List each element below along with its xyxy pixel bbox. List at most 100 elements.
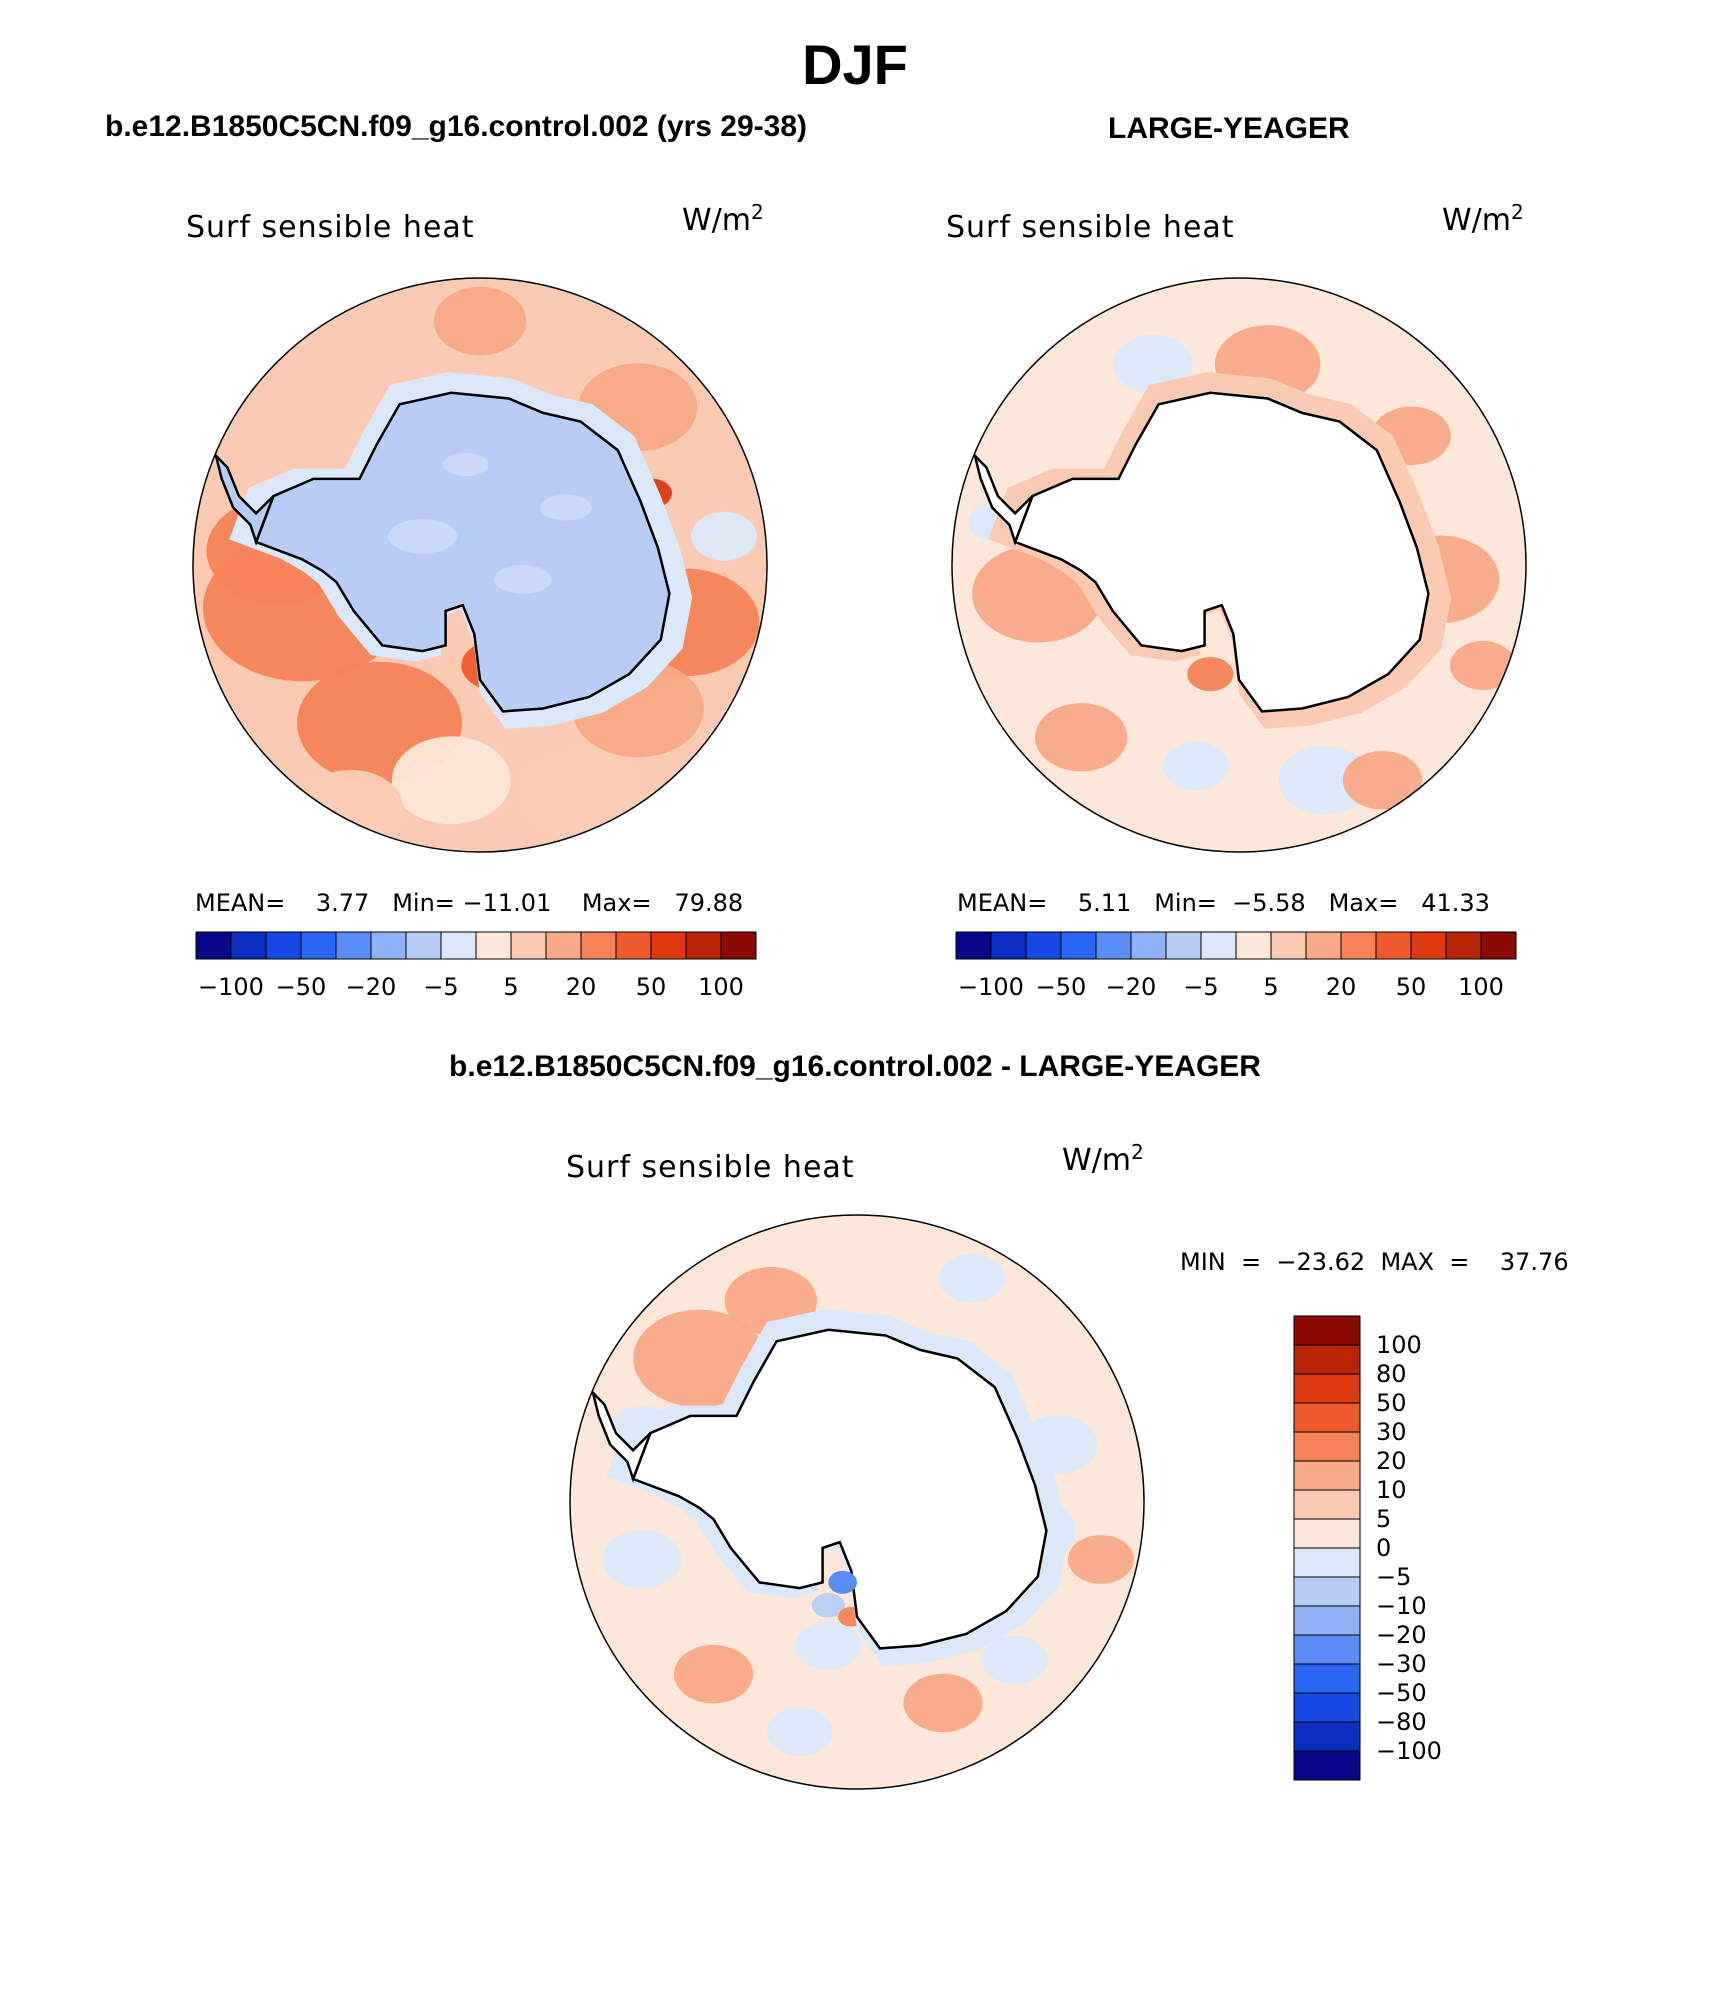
colorbar-tick-label: −30 bbox=[1376, 1650, 1427, 1678]
colorbar-box bbox=[1293, 1750, 1361, 1781]
colorbar-box bbox=[545, 931, 582, 960]
colorbar-box bbox=[1293, 1431, 1361, 1462]
colorbar-box bbox=[615, 931, 652, 960]
panel-1-stats: MEAN= 3.77 Min= −11.01 Max= 79.88 bbox=[195, 889, 744, 917]
field-patch bbox=[1113, 334, 1193, 394]
colorbar-tick-label: −100 bbox=[958, 973, 1024, 1001]
colorbar-tick-label: 80 bbox=[1376, 1360, 1407, 1388]
colorbar-tick-label: −5 bbox=[423, 973, 458, 1001]
map-border bbox=[951, 277, 1527, 853]
colorbar-box bbox=[1270, 931, 1307, 960]
colorbar-box bbox=[1293, 1634, 1361, 1665]
colorbar-box bbox=[230, 931, 267, 960]
panel-1-variable-label: Surf sensible heat bbox=[186, 210, 475, 245]
colorbar-tick-label: −20 bbox=[346, 973, 397, 1001]
continent-patch bbox=[494, 565, 552, 594]
colorbar-tick-label: 50 bbox=[1396, 973, 1427, 1001]
field-patch bbox=[1162, 741, 1229, 791]
panel-2-variable-label: Surf sensible heat bbox=[946, 210, 1235, 245]
colorbar-box bbox=[1235, 931, 1272, 960]
colorbar-tick-label: −20 bbox=[1106, 973, 1157, 1001]
colorbar-tick-label: −50 bbox=[276, 973, 327, 1001]
colorbar-box bbox=[475, 931, 512, 960]
cold-anomaly bbox=[828, 1570, 858, 1594]
field-patch bbox=[766, 1707, 833, 1756]
colorbar-box bbox=[1480, 931, 1517, 960]
colorbar-box bbox=[955, 931, 992, 960]
colorbar-box bbox=[650, 931, 687, 960]
field-patch bbox=[391, 736, 511, 825]
colorbar-tick-label: 5 bbox=[1376, 1505, 1391, 1533]
field-patch bbox=[903, 1673, 983, 1733]
panel-3-variable-label: Surf sensible heat bbox=[566, 1150, 855, 1185]
field-patch bbox=[1278, 746, 1372, 815]
colorbar-tick-label: −100 bbox=[1376, 1737, 1442, 1765]
colorbar-box bbox=[300, 931, 337, 960]
colorbar-tick-label: 20 bbox=[1326, 973, 1357, 1001]
colorbar-tick-label: −50 bbox=[1376, 1679, 1427, 1707]
colorbar-box bbox=[720, 931, 757, 960]
colorbar-box bbox=[1130, 931, 1167, 960]
colorbar-tick-label: 100 bbox=[1458, 973, 1504, 1001]
map-field-1 bbox=[193, 278, 767, 852]
colorbar-box bbox=[1375, 931, 1412, 960]
field-patch bbox=[633, 1309, 766, 1408]
colorbar-box bbox=[1293, 1605, 1361, 1636]
field-patch bbox=[1449, 641, 1516, 690]
colorbar-box bbox=[1293, 1489, 1361, 1520]
colorbar-tick-label: −80 bbox=[1376, 1708, 1427, 1736]
colorbar-tick-label: −50 bbox=[1036, 973, 1087, 1001]
colorbar-box bbox=[1293, 1547, 1361, 1578]
map-border bbox=[192, 277, 768, 853]
colorbar-box bbox=[1340, 931, 1377, 960]
figure-title: DJF bbox=[802, 33, 908, 96]
antarctica-outline bbox=[1013, 391, 1430, 713]
field-patch bbox=[1342, 750, 1423, 810]
colorbar-box bbox=[370, 931, 407, 960]
field-patch bbox=[811, 1593, 845, 1618]
colorbar-box bbox=[1293, 1402, 1361, 1433]
colorbar-box bbox=[1293, 1721, 1361, 1752]
polar-map-3 bbox=[569, 1214, 1145, 1790]
panel-1-units: W/m2 bbox=[682, 200, 764, 238]
colorbar-tick-label: 0 bbox=[1376, 1534, 1391, 1562]
field-patch bbox=[602, 1530, 682, 1589]
panel-2-units: W/m2 bbox=[1442, 200, 1524, 238]
colorbar-1: −100 −50 −20 −5 5 20 50 100 bbox=[195, 931, 757, 1001]
field-patch bbox=[795, 1621, 862, 1670]
colorbar-box bbox=[405, 931, 442, 960]
colorbar-box bbox=[1293, 1692, 1361, 1723]
field-patch bbox=[981, 1635, 1048, 1685]
field-patch bbox=[1067, 1535, 1134, 1584]
colorbar-box bbox=[1293, 1373, 1361, 1404]
panel-2-stats: MEAN= 5.11 Min= −5.58 Max= 41.33 bbox=[957, 889, 1490, 917]
antarctica-outline bbox=[631, 1328, 1048, 1650]
colorbar-box bbox=[195, 931, 232, 960]
field-patch bbox=[521, 750, 640, 839]
colorbar-tick-label: 5 bbox=[503, 973, 518, 1001]
colorbar-box bbox=[440, 931, 477, 960]
field-patch bbox=[938, 1253, 1005, 1303]
colorbar-box bbox=[1293, 1576, 1361, 1607]
colorbar-box bbox=[990, 931, 1027, 960]
colorbar-tick-label: −5 bbox=[1183, 973, 1218, 1001]
colorbar-box bbox=[1293, 1663, 1361, 1694]
colorbar-box bbox=[580, 931, 617, 960]
panel-1-title: b.e12.B1850C5CN.f09_g16.control.002 (yrs… bbox=[105, 110, 808, 143]
antarctic-peninsula bbox=[213, 451, 275, 546]
colorbar-tick-label: −10 bbox=[1376, 1592, 1427, 1620]
colorbar-box bbox=[1200, 931, 1237, 960]
colorbar-tick-label: −5 bbox=[1376, 1563, 1411, 1591]
colorbar-tick-label: 100 bbox=[698, 973, 744, 1001]
colorbar-tick-label: 20 bbox=[566, 973, 597, 1001]
panel-2-title: LARGE-YEAGER bbox=[1108, 112, 1350, 145]
colorbar-tick-label: 5 bbox=[1263, 973, 1278, 1001]
continent-patch bbox=[388, 519, 458, 554]
antarctic-peninsula bbox=[590, 1388, 652, 1483]
field-patch bbox=[433, 286, 527, 356]
colorbar-box bbox=[1293, 1460, 1361, 1491]
antarctica-outline bbox=[254, 391, 671, 713]
colorbar-tick-label: 50 bbox=[636, 973, 667, 1001]
